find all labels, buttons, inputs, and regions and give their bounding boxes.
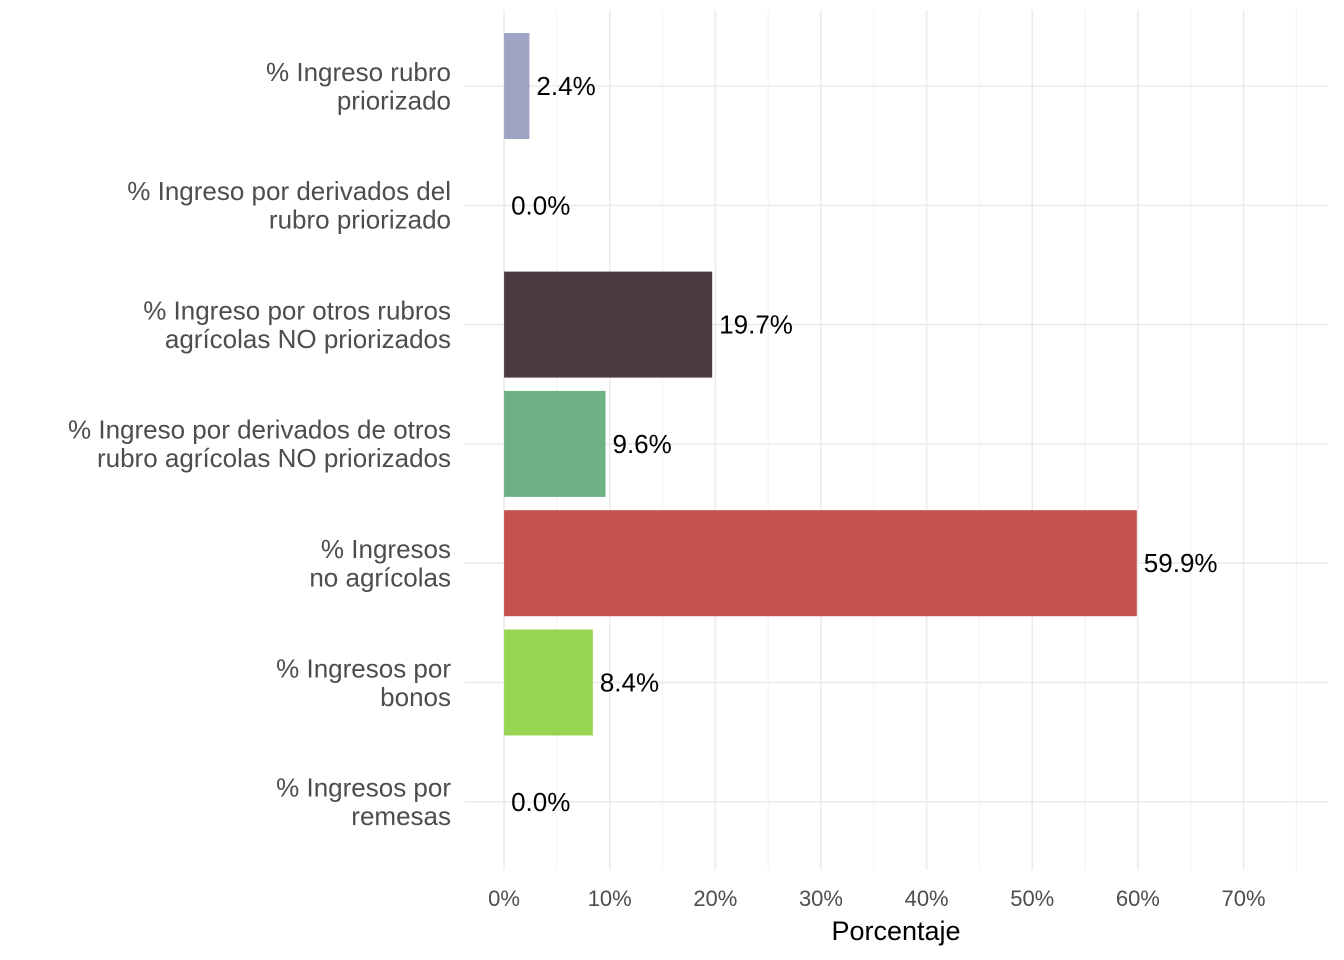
category-label: agrícolas NO priorizados xyxy=(165,324,451,354)
bar xyxy=(504,629,593,736)
category-label: rubro agrícolas NO priorizados xyxy=(97,443,451,473)
x-tick-label: 50% xyxy=(1010,886,1054,911)
value-labels: 2.4% 0.0% 19.7% 9.6% 59.9% 8.4% 0.0% xyxy=(511,71,1217,817)
category-label: % Ingresos por xyxy=(276,653,451,683)
data-label: 8.4% xyxy=(600,668,659,698)
bars xyxy=(504,33,1137,736)
x-tick-label: 0% xyxy=(488,886,520,911)
x-tick-label: 40% xyxy=(905,886,949,911)
x-tick-label: 20% xyxy=(693,886,737,911)
grid xyxy=(465,10,1328,870)
x-tick-label: 70% xyxy=(1221,886,1265,911)
category-label: remesas xyxy=(351,801,451,831)
data-label: 0.0% xyxy=(511,787,570,817)
category-label: % Ingreso rubro xyxy=(266,57,451,87)
bar xyxy=(504,390,606,497)
category-label: % Ingreso por derivados de otros xyxy=(68,415,451,445)
data-label: 9.6% xyxy=(612,429,671,459)
category-label: % Ingreso por derivados del xyxy=(127,176,451,206)
x-axis-ticks: 0% 10% 20% 30% 40% 50% 60% 70% xyxy=(488,886,1265,911)
bar xyxy=(504,510,1137,617)
data-label: 59.9% xyxy=(1144,548,1218,578)
category-label: bonos xyxy=(380,682,451,712)
x-tick-label: 10% xyxy=(588,886,632,911)
x-axis-title: Porcentaje xyxy=(831,916,960,946)
data-label: 19.7% xyxy=(719,310,793,340)
category-label: % Ingresos por xyxy=(276,773,451,803)
bar xyxy=(504,271,713,378)
x-tick-label: 60% xyxy=(1116,886,1160,911)
category-label: % Ingreso por otros rubros xyxy=(143,295,451,325)
data-label: 2.4% xyxy=(536,71,595,101)
data-label: 0.0% xyxy=(511,190,570,220)
category-label: no agrícolas xyxy=(309,562,451,592)
bar xyxy=(504,33,530,139)
category-label: % Ingresos xyxy=(321,534,451,564)
category-label: priorizado xyxy=(337,85,451,115)
category-label: rubro priorizado xyxy=(269,205,451,235)
x-tick-label: 30% xyxy=(799,886,843,911)
